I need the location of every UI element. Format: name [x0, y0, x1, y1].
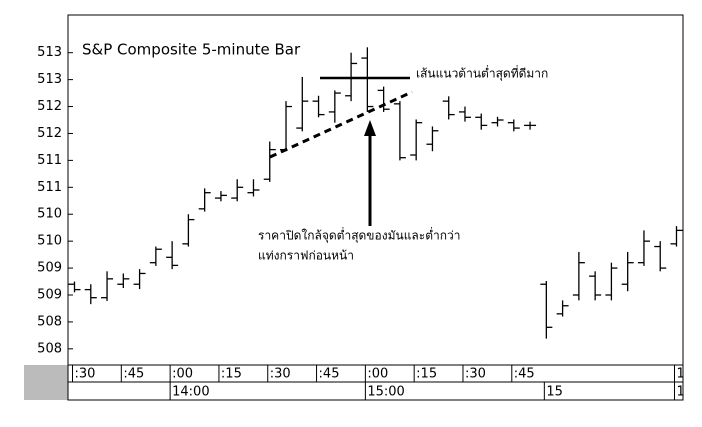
y-tick-label: 511 [37, 180, 62, 195]
y-tick-label: 510 [37, 207, 62, 222]
y-tick-label: 508 [37, 341, 62, 356]
y-tick-label: 510 [37, 234, 62, 249]
y-tick-label: 512 [37, 126, 62, 141]
annotation: แท่งกราฟก่อนหน้า [258, 249, 354, 263]
x-tick-label: 1 [676, 367, 684, 382]
annotation: ราคาปิดใกล้จุดต่ำสุดของมันและต่ำกว่า [258, 227, 461, 244]
x-tick-label: :00 [367, 367, 388, 382]
x-tick-label: :00 [172, 367, 193, 382]
plot-frame [67, 14, 684, 366]
chart-title: S&P Composite 5-minute Bar [82, 41, 301, 59]
x-tick-label: 15:00 [367, 385, 404, 400]
x-tick-label: :45 [123, 367, 144, 382]
annotation: เส้นแนวต้านต่ำสุดที่ดีมาก [416, 65, 548, 82]
x-tick-label: 1 [676, 385, 684, 400]
arrow-head [364, 120, 376, 136]
x-tick-label: :15 [416, 367, 437, 382]
x-tick-label: 14:00 [172, 385, 209, 400]
y-tick-label: 513 [37, 72, 62, 87]
corner-box [24, 365, 68, 400]
y-tick-label: 509 [37, 288, 62, 303]
y-tick-label: 513 [37, 45, 62, 60]
x-tick-label: :15 [221, 367, 242, 382]
x-tick-label: :45 [514, 367, 535, 382]
trend-line [269, 90, 413, 159]
x-tick-label: :45 [319, 367, 340, 382]
y-tick-label: 509 [37, 261, 62, 276]
y-tick-label: 511 [37, 153, 62, 168]
x-tick-label: 15 [546, 385, 563, 400]
x-tick-label: :30 [75, 367, 96, 382]
y-tick-label: 512 [37, 99, 62, 114]
x-tick-label: :30 [465, 367, 486, 382]
x-tick-label: :30 [270, 367, 291, 382]
y-tick-label: 508 [37, 314, 62, 329]
